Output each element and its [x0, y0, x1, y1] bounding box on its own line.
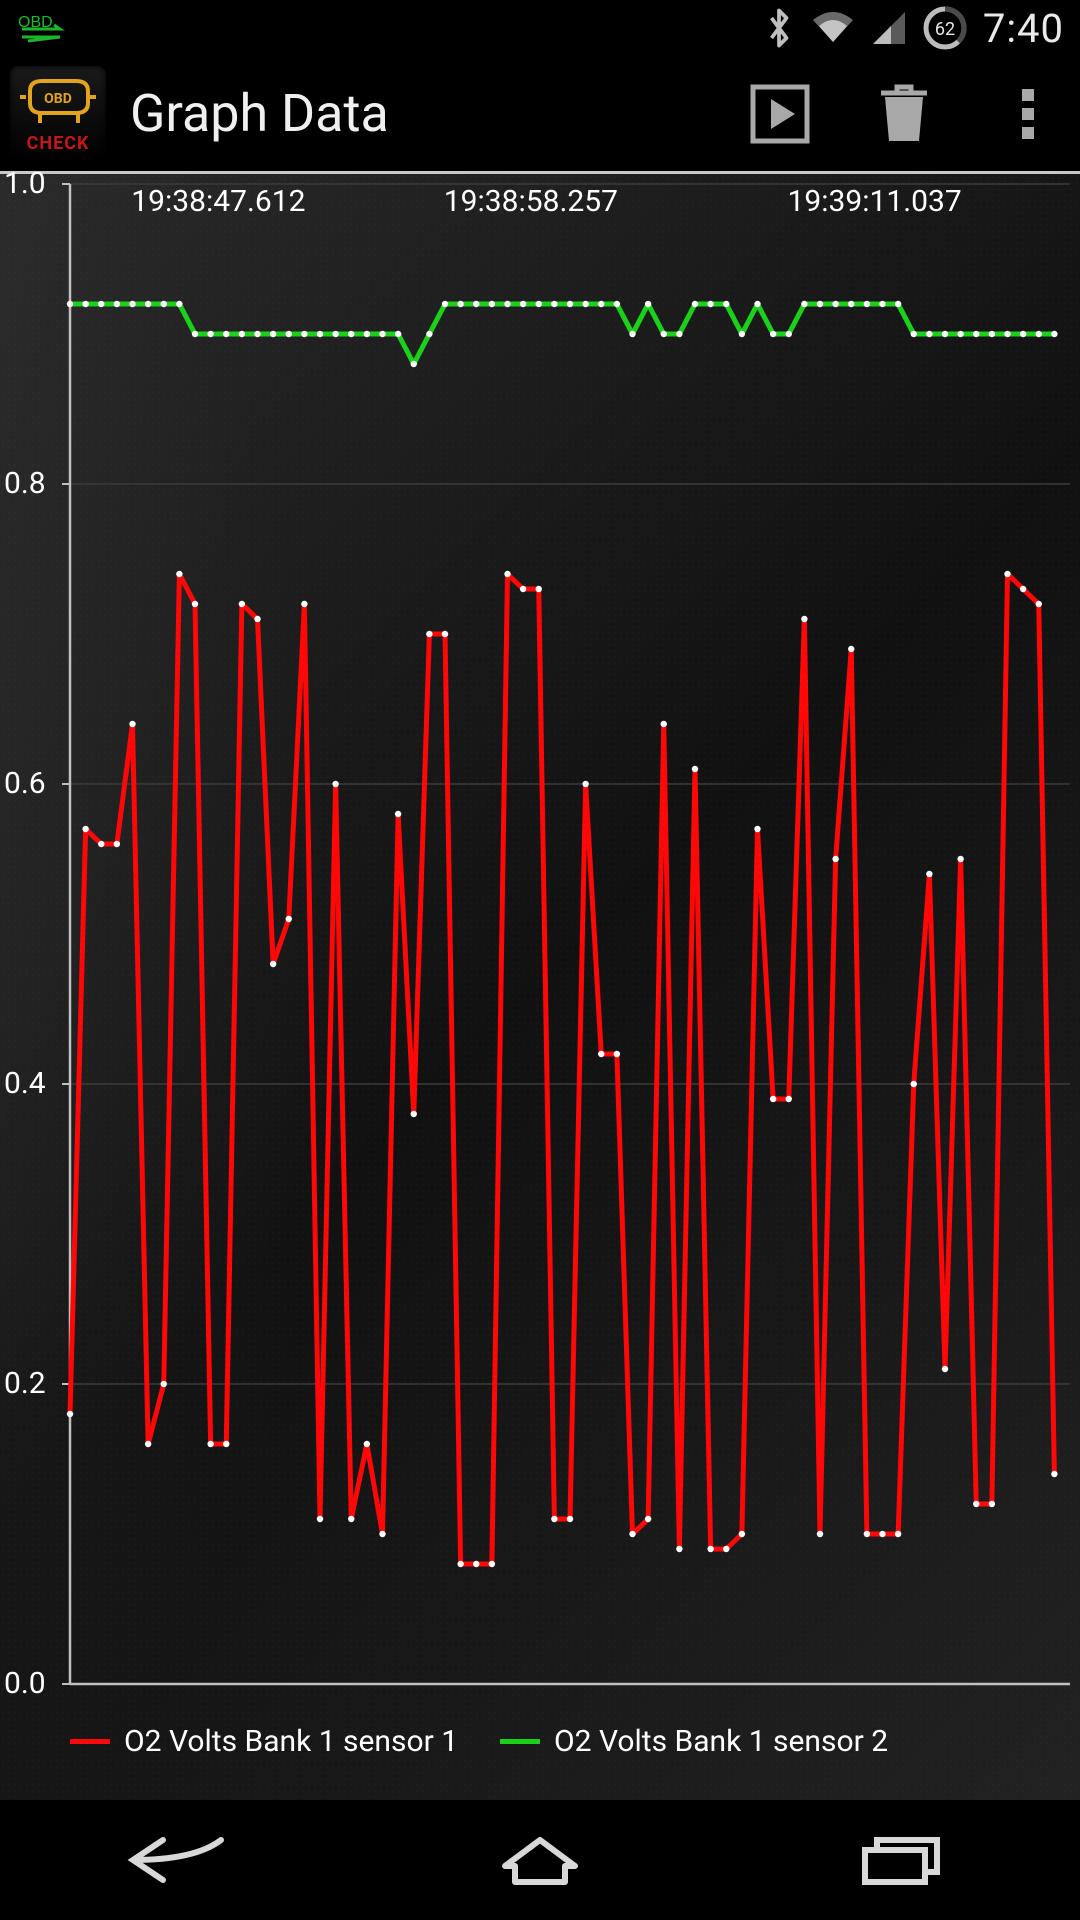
svg-text:62: 62 [935, 19, 955, 40]
bluetooth-icon [763, 8, 795, 48]
legend-label: O2 Volts Bank 1 sensor 1 [124, 1724, 458, 1759]
y-axis-label: 0.6 [4, 766, 46, 801]
cell-signal-icon [871, 10, 907, 46]
legend-item: O2 Volts Bank 1 sensor 1 [70, 1724, 458, 1759]
wifi-icon [811, 10, 855, 46]
y-axis-label: 1.0 [4, 166, 46, 201]
chart-area[interactable]: 0.00.20.40.60.81.0 19:38:47.61219:38:58.… [0, 174, 1080, 1800]
page-title: Graph Data [130, 83, 389, 144]
y-axis-label: 0.0 [4, 1666, 46, 1701]
status-clock: 7:40 [983, 5, 1064, 52]
chart-svg [0, 174, 1080, 1794]
x-axis-label: 19:39:11.037 [788, 184, 962, 219]
legend-label: O2 Volts Bank 1 sensor 2 [554, 1724, 888, 1759]
android-status-bar: OBD 62 7:40 [0, 0, 1080, 56]
svg-text:OBD: OBD [44, 91, 72, 107]
legend-swatch [70, 1739, 110, 1744]
battery-icon: 62 [923, 6, 967, 50]
app-icon[interactable]: OBD CHECK [10, 66, 106, 162]
y-axis-label: 0.2 [4, 1366, 46, 1401]
app-bar: OBD CHECK Graph Data [0, 56, 1080, 174]
legend-item: O2 Volts Bank 1 sensor 2 [500, 1724, 888, 1759]
home-button[interactable] [470, 1825, 610, 1895]
y-axis-label: 0.8 [4, 466, 46, 501]
legend-swatch [500, 1739, 540, 1744]
play-button[interactable] [748, 82, 812, 146]
overflow-menu-button[interactable] [996, 82, 1060, 146]
back-button[interactable] [110, 1825, 250, 1895]
x-axis-label: 19:38:47.612 [131, 184, 305, 219]
x-axis-label: 19:38:58.257 [444, 184, 618, 219]
delete-button[interactable] [872, 82, 936, 146]
android-nav-bar [0, 1800, 1080, 1920]
y-axis-label: 0.4 [4, 1066, 46, 1101]
obd-sync-icon: OBD [16, 11, 68, 45]
app-icon-check-text: CHECK [27, 133, 90, 154]
recents-button[interactable] [830, 1825, 970, 1895]
